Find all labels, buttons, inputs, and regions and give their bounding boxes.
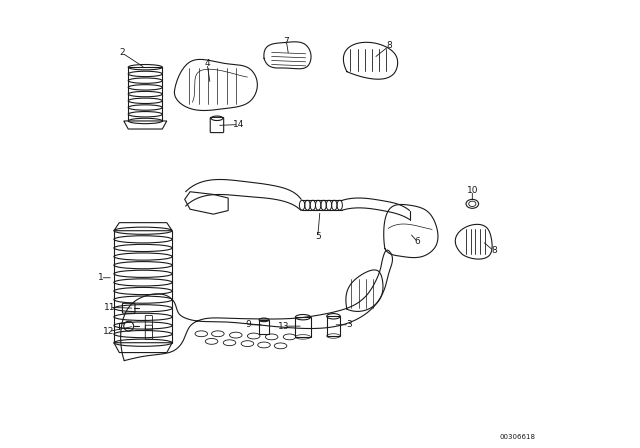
Text: 13: 13 bbox=[278, 322, 290, 331]
Text: 3: 3 bbox=[346, 320, 352, 329]
Bar bbox=[296, 317, 310, 337]
Bar bbox=[259, 320, 269, 334]
Text: 1: 1 bbox=[98, 273, 103, 282]
Text: 4: 4 bbox=[204, 59, 210, 68]
Text: 7: 7 bbox=[284, 37, 289, 46]
Text: 00306618: 00306618 bbox=[499, 434, 535, 440]
Text: 11: 11 bbox=[104, 303, 115, 312]
Text: 14: 14 bbox=[233, 120, 244, 129]
Text: 6: 6 bbox=[415, 237, 420, 246]
Text: 12: 12 bbox=[103, 327, 114, 336]
Text: 2: 2 bbox=[119, 48, 125, 57]
Bar bbox=[327, 316, 340, 336]
Text: 9: 9 bbox=[246, 320, 251, 329]
Text: 10: 10 bbox=[467, 186, 478, 195]
Text: 5: 5 bbox=[315, 232, 321, 241]
Text: 8: 8 bbox=[491, 246, 497, 255]
Text: 8: 8 bbox=[387, 41, 392, 50]
